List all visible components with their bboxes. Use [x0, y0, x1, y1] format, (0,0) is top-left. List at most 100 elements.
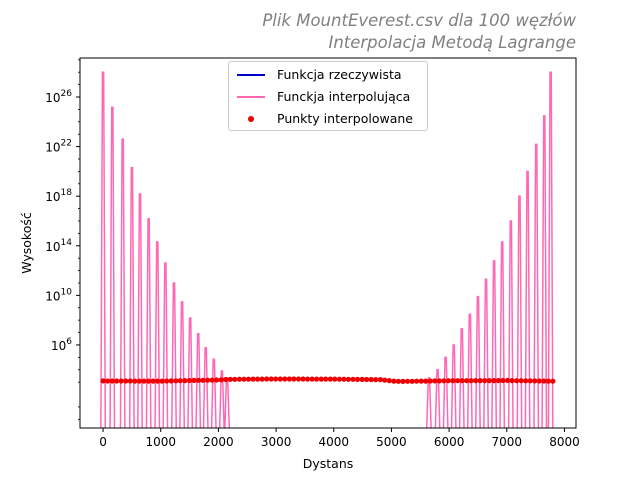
interp-node-point — [259, 376, 265, 382]
interp-node-point — [168, 378, 174, 384]
interp-node-point — [445, 378, 451, 384]
interp-node-point — [182, 378, 188, 384]
interp-spike — [145, 218, 152, 428]
x-tick-label: 8000 — [549, 435, 580, 449]
x-tick-label: 2000 — [203, 435, 234, 449]
interp-spike — [154, 241, 161, 428]
interp-spike — [202, 346, 209, 428]
interp-node-point — [336, 376, 342, 382]
interp-node-point — [418, 378, 424, 384]
interp-node-point — [404, 378, 411, 384]
interp-spike — [547, 71, 554, 428]
interp-node-point — [218, 377, 224, 383]
interp-node-point — [354, 376, 361, 382]
legend-swatch-interp — [237, 96, 265, 98]
interp-node-point — [518, 378, 524, 384]
interp-node-point — [341, 376, 347, 382]
interp-node-point — [132, 378, 138, 384]
interp-node-point — [241, 376, 247, 382]
interp-node-point — [155, 378, 161, 384]
interp-spike — [434, 368, 441, 428]
legend: Funkcja rzeczywista Funckja interpolując… — [228, 61, 428, 131]
legend-swatch-real — [237, 74, 265, 76]
y-axis-label: Wysokość — [19, 212, 34, 274]
interp-node-point — [273, 376, 279, 382]
interp-node-point — [291, 376, 297, 382]
interp-spike — [179, 301, 186, 428]
interp-spike — [516, 195, 523, 428]
interp-node-point — [114, 378, 120, 384]
interp-node-point — [468, 378, 474, 384]
interp-spike — [425, 377, 432, 428]
x-tick-label: 1000 — [145, 435, 176, 449]
interp-node-point — [164, 378, 170, 384]
interp-node-point — [536, 378, 542, 384]
interp-node-point — [123, 378, 129, 384]
interp-node-point — [286, 376, 292, 382]
interp-node-point — [427, 378, 433, 384]
interp-node-point — [436, 378, 442, 384]
interp-spike — [109, 106, 116, 428]
interp-node-point — [491, 378, 497, 384]
interp-node-point — [454, 378, 461, 384]
legend-entry-points: Punkty interpolowane — [237, 110, 413, 128]
chart-title-line2: Interpolacja Metodą Lagrange — [328, 33, 576, 52]
interp-node-point — [450, 378, 456, 384]
interp-node-point — [482, 378, 488, 384]
y-tick-label: 1026 — [45, 89, 72, 105]
interp-node-point — [550, 378, 556, 384]
interp-node-point — [232, 376, 238, 382]
interp-node-point — [364, 376, 370, 383]
interp-node-point — [236, 376, 242, 382]
interp-node-point — [486, 378, 492, 384]
interp-node-point — [386, 378, 392, 384]
interp-node-point — [223, 376, 229, 383]
interp-node-point — [205, 377, 211, 383]
legend-label-points: Punkty interpolowane — [277, 111, 413, 126]
interp-node-point — [423, 378, 429, 384]
legend-label-interp: Funckja interpolująca — [277, 89, 411, 104]
interp-node-point — [191, 377, 197, 383]
interp-spike — [128, 166, 135, 428]
y-tick-label: 1014 — [45, 238, 72, 254]
interp-node-point — [327, 376, 333, 382]
interp-node-point — [382, 377, 388, 383]
interp-node-point — [314, 376, 320, 382]
interp-spike — [137, 193, 143, 428]
y-tick-label: 1010 — [45, 287, 72, 303]
interp-node-point — [268, 376, 274, 382]
interp-spike — [450, 344, 457, 428]
interp-node-point — [277, 376, 283, 382]
interp-spike — [475, 295, 481, 428]
interp-node-point — [159, 378, 165, 384]
interp-spike — [499, 241, 506, 428]
interp-node-point — [245, 376, 252, 382]
interp-node-point — [359, 376, 365, 382]
interp-node-point — [477, 378, 483, 384]
interp-spike — [100, 71, 107, 428]
x-tick-label: 6000 — [434, 435, 465, 449]
interp-spike — [442, 356, 449, 428]
interp-node-point — [400, 378, 406, 384]
interp-node-point — [195, 377, 202, 383]
interp-node-point — [495, 378, 501, 384]
y-tick-label: 1022 — [45, 139, 72, 155]
legend-entry-real: Funkcja rzeczywista — [237, 66, 402, 84]
interp-node-point — [141, 378, 147, 384]
interp-node-point — [509, 378, 515, 384]
interp-node-point — [368, 376, 374, 383]
x-tick-label: 7000 — [492, 435, 523, 449]
chart-title-line1: Plik MountEverest.csv dla 100 węzłów — [262, 11, 576, 30]
interp-node-point — [173, 378, 179, 384]
x-tick-label: 4000 — [318, 435, 349, 449]
legend-label-real: Funkcja rzeczywista — [277, 67, 402, 82]
interp-node-point — [377, 377, 383, 383]
interp-node-point — [300, 376, 306, 382]
interp-node-point — [395, 378, 401, 384]
interp-spike — [483, 278, 489, 428]
interp-spike — [119, 138, 126, 428]
interp-node-point — [282, 376, 288, 382]
interp-node-point — [200, 377, 206, 383]
interp-node-point — [250, 376, 256, 382]
interp-node-point — [209, 377, 215, 383]
